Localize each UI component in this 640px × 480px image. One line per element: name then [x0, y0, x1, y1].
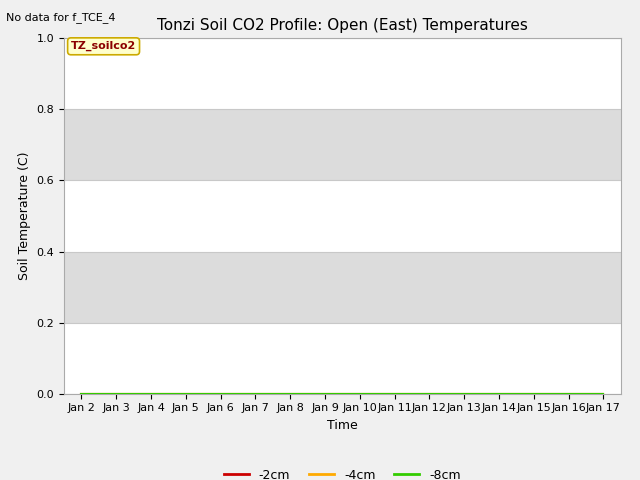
Text: TZ_soilco2: TZ_soilco2 [71, 41, 136, 51]
Bar [64, 180, 621, 252]
Bar [64, 109, 621, 180]
Title: Tonzi Soil CO2 Profile: Open (East) Temperatures: Tonzi Soil CO2 Profile: Open (East) Temp… [157, 18, 528, 33]
Bar [64, 252, 621, 323]
Legend: -2cm, -4cm, -8cm: -2cm, -4cm, -8cm [219, 464, 466, 480]
Bar [64, 38, 621, 109]
Text: No data for f_TCE_4: No data for f_TCE_4 [6, 12, 116, 23]
Bar [64, 323, 621, 394]
Y-axis label: Soil Temperature (C): Soil Temperature (C) [18, 152, 31, 280]
X-axis label: Time: Time [327, 419, 358, 432]
